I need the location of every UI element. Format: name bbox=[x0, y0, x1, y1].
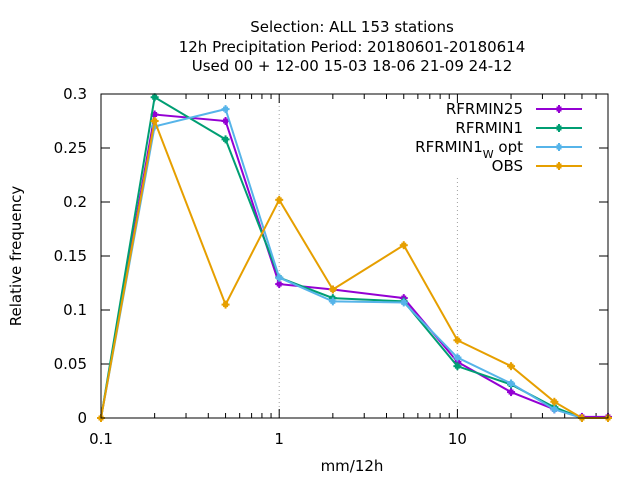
y-tick-label: 0.2 bbox=[63, 193, 87, 211]
title-line-1: Selection: ALL 153 stations bbox=[250, 18, 454, 36]
series-line bbox=[100, 117, 608, 419]
y-tick-label: 0.15 bbox=[54, 247, 87, 265]
legend-label: RFRMIN25 bbox=[446, 100, 523, 118]
legend-marker bbox=[556, 163, 562, 169]
legend-label: RFRMIN1W opt bbox=[415, 138, 523, 161]
x-tick-label: 1 bbox=[274, 430, 284, 448]
series-line bbox=[100, 95, 608, 419]
series-line bbox=[100, 113, 608, 419]
data-point bbox=[223, 136, 229, 142]
data-point bbox=[454, 363, 460, 369]
y-tick-label: 0.25 bbox=[54, 139, 87, 157]
data-point bbox=[152, 118, 158, 124]
data-point bbox=[508, 363, 514, 369]
data-point bbox=[454, 359, 460, 365]
data-point bbox=[223, 302, 229, 308]
y-axis-label: Relative frequency bbox=[7, 186, 25, 327]
data-point bbox=[223, 106, 229, 112]
title-line-3: Used 00 + 12-00 15-03 18-06 21-09 24-12 bbox=[192, 57, 513, 75]
legend-label: RFRMIN1 bbox=[455, 119, 523, 137]
y-tick-label: 0.05 bbox=[54, 355, 87, 373]
series-2 bbox=[97, 105, 612, 422]
data-point bbox=[330, 298, 336, 304]
data-point bbox=[152, 112, 158, 118]
data-point bbox=[454, 337, 460, 343]
legend-label: OBS bbox=[492, 157, 523, 175]
data-point bbox=[454, 355, 460, 361]
data-point bbox=[152, 94, 158, 100]
legend-marker bbox=[556, 144, 562, 150]
series-layer bbox=[97, 93, 612, 422]
legend-entry: RFRMIN1W opt bbox=[415, 138, 582, 161]
series-0 bbox=[97, 110, 612, 422]
x-tick-label: 0.1 bbox=[89, 430, 113, 448]
data-point bbox=[401, 299, 407, 305]
data-point bbox=[330, 286, 336, 292]
grid-lines bbox=[278, 94, 458, 418]
legend-marker bbox=[556, 125, 562, 131]
y-tick-label: 0.1 bbox=[63, 301, 87, 319]
plot-frame bbox=[100, 93, 609, 419]
x-axis: 0.1 1 10 bbox=[89, 94, 609, 448]
chart-title: Selection: ALL 153 stations 12h Precipit… bbox=[179, 18, 526, 75]
series-line bbox=[100, 107, 608, 419]
legend-entry: OBS bbox=[492, 157, 582, 175]
legend-marker bbox=[556, 106, 562, 112]
series-1 bbox=[97, 93, 612, 422]
data-point bbox=[276, 197, 282, 203]
legend-entry: RFRMIN25 bbox=[446, 100, 582, 118]
data-point bbox=[223, 118, 229, 124]
data-point bbox=[551, 406, 557, 412]
y-tick-label: 0.3 bbox=[63, 85, 87, 103]
y-tick-label: 0 bbox=[77, 409, 87, 427]
x-axis-label: mm/12h bbox=[321, 457, 384, 475]
y-axis: 0 0.05 0.1 0.15 0.2 0.25 0.3 bbox=[54, 85, 608, 427]
series-3 bbox=[97, 117, 612, 422]
data-point bbox=[276, 281, 282, 287]
title-line-2: 12h Precipitation Period: 20180601-20180… bbox=[179, 38, 526, 56]
legend-entry: RFRMIN1 bbox=[455, 119, 582, 137]
data-point bbox=[401, 242, 407, 248]
data-point bbox=[276, 275, 282, 281]
data-point bbox=[551, 399, 557, 405]
x-tick-label: 10 bbox=[448, 430, 467, 448]
data-point bbox=[508, 389, 514, 395]
data-point bbox=[508, 380, 514, 386]
